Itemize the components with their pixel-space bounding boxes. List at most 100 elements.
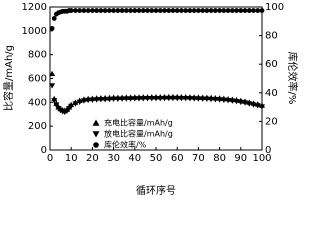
- marker: [81, 8, 87, 13]
- marker: [179, 8, 184, 13]
- marker: [162, 8, 167, 13]
- marker: [102, 8, 108, 13]
- marker: [178, 96, 185, 102]
- marker: [68, 8, 74, 13]
- x-axis-title: 循环序号: [136, 184, 176, 197]
- marker: [174, 95, 181, 102]
- y2-tick-label: 80: [265, 31, 278, 42]
- marker: [123, 8, 129, 13]
- marker: [49, 70, 56, 77]
- marker: [148, 96, 155, 102]
- marker: [238, 8, 244, 13]
- marker: [186, 96, 193, 102]
- marker: [233, 98, 240, 105]
- marker: [161, 95, 168, 102]
- legend-label: 充电比容量/mAh/g: [104, 118, 173, 128]
- marker: [131, 96, 138, 102]
- x-tick-label: 80: [213, 153, 226, 164]
- x-tick-label: 50: [150, 153, 163, 164]
- x-tick-label: 20: [86, 153, 99, 164]
- marker: [49, 83, 56, 89]
- marker: [115, 8, 121, 13]
- marker: [225, 98, 232, 104]
- legend-label: 放电比容量/mAh/g: [104, 129, 173, 139]
- marker: [51, 98, 58, 104]
- marker: [169, 95, 176, 102]
- x-tick-label: 30: [107, 153, 120, 164]
- marker: [106, 96, 113, 103]
- marker: [174, 8, 180, 13]
- marker: [187, 8, 193, 13]
- marker: [77, 8, 83, 13]
- marker: [200, 8, 206, 13]
- marker: [212, 97, 219, 103]
- marker: [195, 96, 202, 102]
- marker: [255, 8, 261, 13]
- marker: [157, 96, 164, 102]
- marker: [220, 97, 227, 104]
- marker: [165, 95, 172, 102]
- marker: [123, 96, 130, 102]
- x-tick-label: 40: [128, 153, 141, 164]
- marker: [191, 96, 198, 102]
- marker: [246, 8, 252, 13]
- y-tick-label: 400: [28, 97, 47, 108]
- legend-label: 库伦效率/%: [104, 140, 147, 150]
- x-tick-label: 60: [171, 153, 184, 164]
- x-tick-label: 100: [252, 153, 271, 164]
- y-tick-label: 1200: [22, 2, 47, 13]
- marker: [145, 8, 150, 13]
- marker: [196, 8, 201, 13]
- marker: [53, 102, 60, 108]
- marker: [217, 8, 223, 13]
- marker: [127, 96, 134, 102]
- marker: [98, 8, 104, 13]
- marker: [157, 8, 163, 13]
- marker: [85, 97, 92, 104]
- marker: [49, 26, 55, 31]
- marker: [119, 96, 126, 102]
- y2-tick-label: 40: [265, 88, 278, 99]
- marker: [68, 103, 75, 110]
- marker: [90, 8, 95, 13]
- y-tick-label: 600: [28, 74, 47, 85]
- marker: [166, 8, 172, 13]
- y-tick-label: 1000: [22, 26, 47, 37]
- marker: [73, 8, 78, 13]
- x-tick-label: 90: [234, 153, 247, 164]
- marker: [251, 8, 256, 13]
- y2-tick-label: 20: [265, 116, 278, 127]
- marker: [51, 16, 57, 21]
- marker: [110, 96, 117, 102]
- marker: [203, 96, 210, 102]
- marker: [72, 101, 79, 107]
- marker: [153, 96, 159, 102]
- x-tick-label: 70: [192, 153, 205, 164]
- marker: [237, 99, 244, 106]
- marker: [149, 8, 155, 13]
- marker: [259, 104, 265, 110]
- marker: [259, 8, 265, 13]
- marker: [183, 8, 189, 13]
- legend-marker: [92, 131, 100, 138]
- marker: [94, 8, 100, 13]
- marker: [144, 96, 151, 102]
- y2-axis-title: 库伦效率/%: [286, 52, 299, 105]
- x-tick-label: 10: [65, 153, 78, 164]
- marker: [153, 8, 159, 13]
- marker: [140, 96, 147, 102]
- chart: 循环序号 比容量/mAh/g 库伦效率/% 0 10 20 30 40 50 60 70 80 9…: [2, 2, 299, 197]
- marker: [114, 96, 121, 102]
- y-axis-title: 比容量/mAh/g: [2, 45, 15, 111]
- marker: [102, 96, 109, 103]
- marker: [199, 96, 206, 102]
- marker: [229, 98, 236, 104]
- marker: [191, 8, 197, 13]
- marker: [204, 8, 210, 13]
- marker: [119, 8, 125, 13]
- marker: [80, 98, 87, 104]
- marker: [89, 97, 96, 103]
- marker: [208, 8, 214, 13]
- marker: [242, 8, 248, 13]
- marker: [128, 8, 133, 13]
